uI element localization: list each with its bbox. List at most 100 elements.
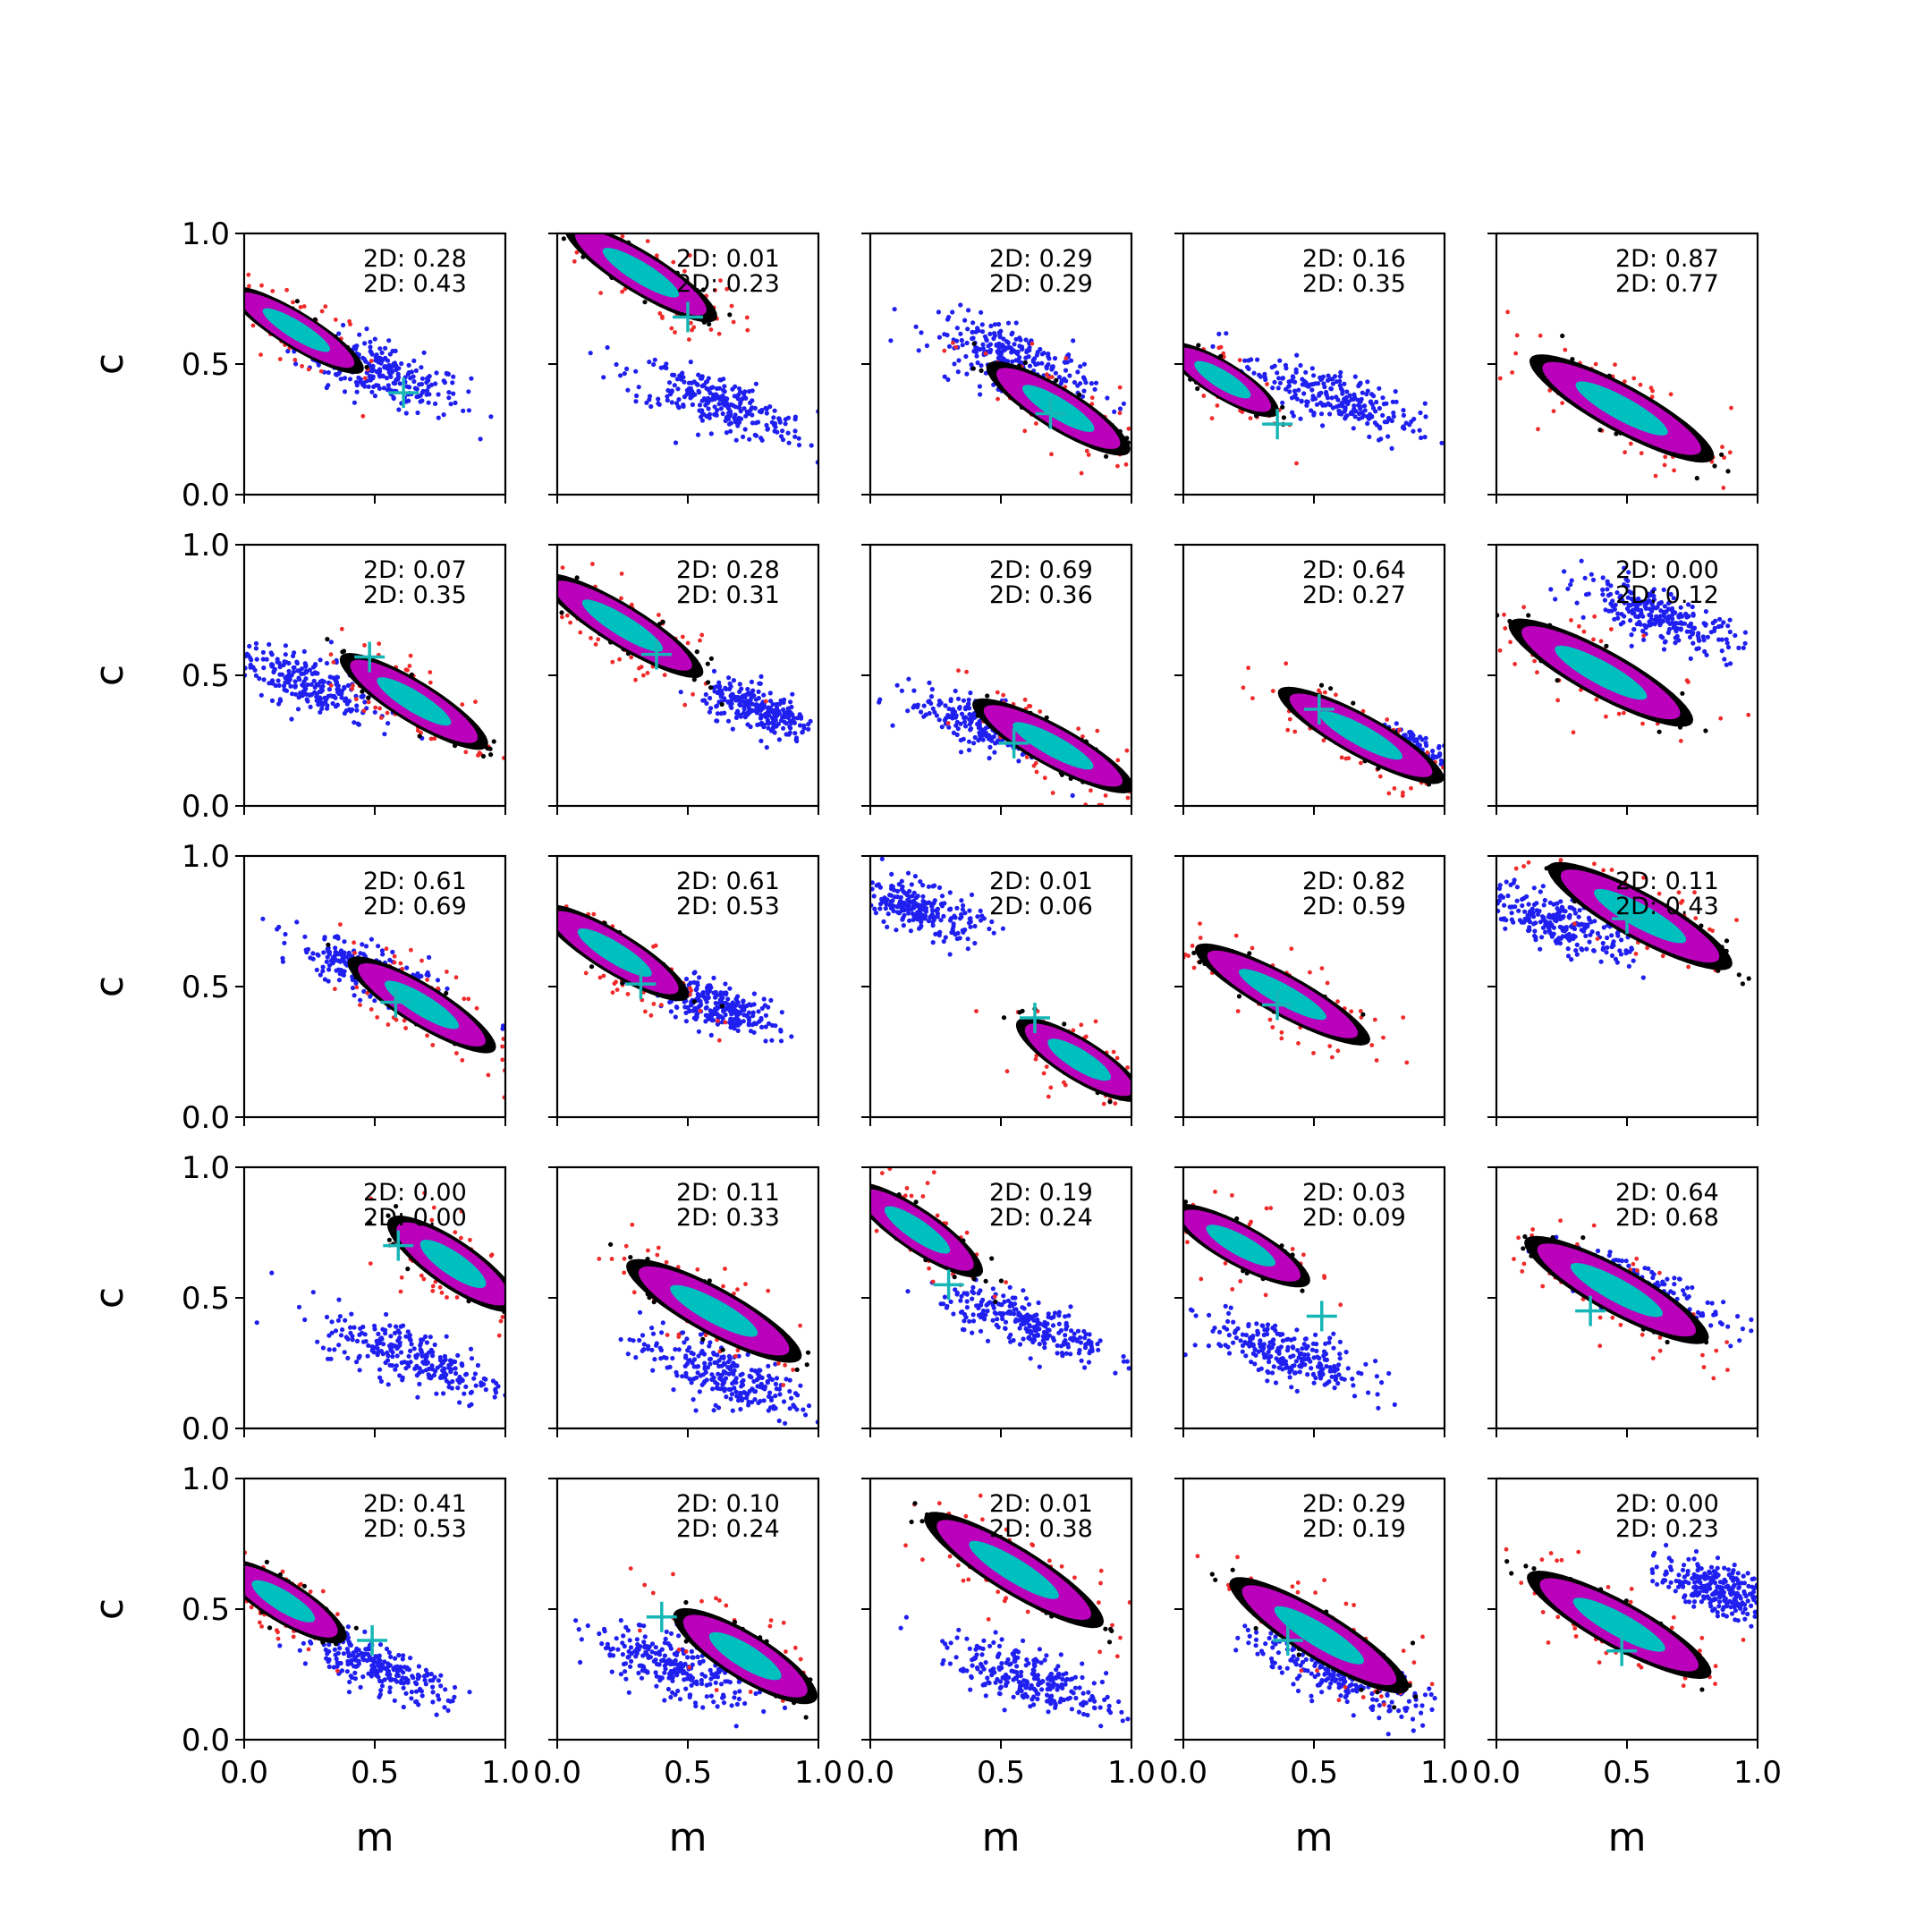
sample-point: [284, 287, 289, 292]
sample-point: [350, 707, 355, 713]
sample-point: [369, 1007, 374, 1012]
sample-point: [996, 396, 1000, 402]
sample-point: [699, 632, 705, 638]
sample-point: [995, 690, 1000, 695]
sample-point: [747, 707, 752, 712]
truth-marker: [354, 641, 386, 673]
sample-point: [1257, 372, 1262, 377]
sample-point: [1671, 596, 1676, 601]
sample-point: [737, 386, 742, 392]
sample-point: [342, 939, 347, 945]
sample-point: [1710, 620, 1716, 626]
sample-point: [620, 289, 624, 294]
sample-point: [318, 369, 324, 374]
sample-point: [727, 681, 733, 687]
sample-point: [753, 433, 759, 438]
sample-point: [1547, 623, 1553, 628]
sample-point: [328, 652, 334, 657]
sample-point: [957, 705, 962, 711]
sample-point: [644, 400, 649, 405]
sample-point: [1063, 356, 1069, 360]
sample-point: [767, 404, 773, 410]
sample-point: [377, 346, 383, 352]
sample-point: [1117, 406, 1123, 411]
sample-point: [578, 630, 583, 635]
sample-point: [1076, 726, 1080, 732]
sample-point: [1068, 775, 1073, 782]
sample-point: [1002, 344, 1007, 350]
sample-point: [334, 950, 339, 955]
sample-point: [406, 398, 411, 403]
sample-point: [350, 977, 355, 983]
sample-point: [1049, 452, 1054, 457]
sample-point: [1608, 591, 1614, 597]
sample-point: [1422, 401, 1428, 406]
sample-point: [386, 383, 391, 388]
sample-point: [333, 318, 338, 322]
sample-point: [385, 710, 390, 716]
sample-point: [969, 362, 974, 368]
sample-point: [316, 682, 321, 688]
sample-point: [1658, 608, 1664, 614]
sample-point: [774, 714, 779, 719]
sample-point: [1648, 616, 1654, 622]
sample-point: [1022, 360, 1028, 365]
sample-point: [742, 427, 748, 432]
sample-point: [1397, 727, 1402, 733]
sample-point: [1622, 582, 1627, 588]
sample-point: [950, 309, 955, 315]
sample-point: [1309, 366, 1315, 371]
sample-point: [282, 940, 287, 945]
sample-point: [1275, 386, 1281, 391]
sample-point: [1053, 370, 1058, 376]
sample-point: [1358, 381, 1363, 386]
sample-point: [1324, 391, 1329, 396]
sample-point: [1362, 408, 1368, 413]
sample-point: [1708, 630, 1714, 635]
inner-contour: [377, 677, 452, 726]
sample-point: [409, 369, 414, 375]
sample-point: [1018, 337, 1023, 343]
sample-point: [970, 329, 975, 335]
sample-point: [1590, 577, 1597, 582]
sample-point: [294, 919, 300, 925]
sample-point: [1376, 766, 1381, 771]
sample-point: [1039, 360, 1045, 366]
sample-point: [267, 641, 272, 648]
sample-point: [488, 414, 494, 419]
sample-point: [676, 397, 682, 402]
sample-point: [409, 947, 413, 953]
sample-point: [1423, 741, 1428, 746]
sample-point: [318, 972, 323, 978]
sample-point: [610, 659, 615, 665]
sample-point: [294, 299, 300, 304]
sample-point: [574, 250, 580, 255]
sample-point: [1658, 600, 1664, 606]
sample-point: [954, 719, 960, 724]
sample-point: [687, 253, 692, 258]
sample-point: [350, 686, 355, 691]
sample-point: [761, 692, 767, 698]
sample-point: [387, 352, 393, 357]
plot-area: [1241, 661, 1445, 798]
sample-point: [398, 961, 403, 966]
sample-point: [951, 730, 956, 736]
sample-point: [269, 652, 275, 657]
plot-area: [1497, 309, 1733, 490]
sample-point: [1677, 621, 1682, 626]
sample-point: [1634, 600, 1640, 606]
sample-point: [741, 406, 747, 411]
sample-point: [954, 732, 960, 738]
sample-point: [425, 1033, 429, 1038]
sample-point: [1667, 621, 1673, 627]
sample-point: [1505, 309, 1510, 315]
sample-point: [625, 387, 631, 393]
truth-marker: [1303, 693, 1335, 724]
sample-point: [1280, 376, 1285, 381]
sample-point: [310, 956, 316, 962]
inner-contour: [1022, 385, 1095, 432]
sample-point: [1294, 352, 1300, 358]
sample-point: [776, 737, 783, 742]
sample-point: [340, 956, 345, 962]
sample-point: [932, 709, 937, 715]
